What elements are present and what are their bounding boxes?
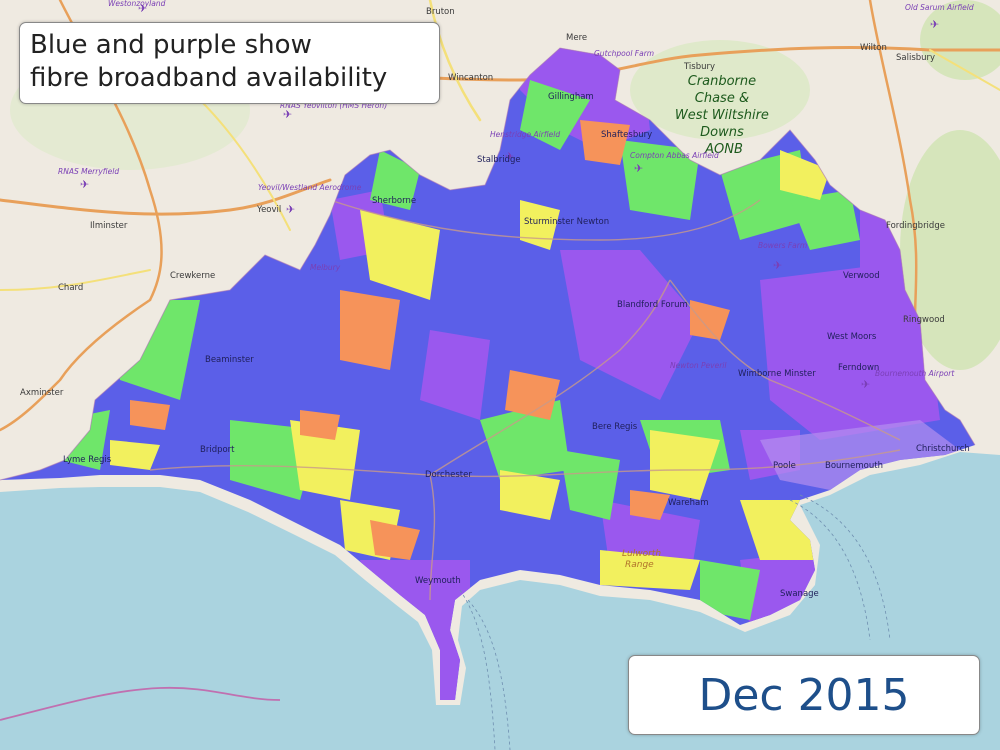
svg-text:✈: ✈ <box>286 203 295 216</box>
place-label: Gillingham <box>548 92 594 102</box>
place-label: Bruton <box>426 7 455 17</box>
svg-text:✈: ✈ <box>80 178 89 191</box>
place-label: Compton Abbas Airfield <box>630 151 719 160</box>
place-label: Weymouth <box>415 576 461 586</box>
place-label: Melbury <box>310 263 341 272</box>
place-label: Gutchpool Farm <box>594 49 654 58</box>
place-label: Old Sarum Airfield <box>905 3 974 12</box>
place-label: Sherborne <box>372 196 416 206</box>
place-label: Wareham <box>668 498 708 508</box>
park-area <box>900 130 1000 370</box>
place-label: Newton Peveril <box>670 361 727 370</box>
place-label: Wimborne Minster <box>738 369 816 379</box>
place-label: West Moors <box>827 332 877 342</box>
place-label: Henstridge Airfield <box>490 130 560 139</box>
aonb-label: Cranborne Chase & West Wiltshire Downs A… <box>675 74 773 157</box>
place-label: Shaftesbury <box>601 130 652 140</box>
svg-text:✈: ✈ <box>930 18 939 31</box>
map-caption: Blue and purple show fibre broadband ava… <box>19 22 440 104</box>
place-label: Dorchester <box>425 470 472 480</box>
place-label: Salisbury <box>896 53 935 63</box>
place-label: Chard <box>58 283 83 293</box>
place-label: Ferndown <box>838 363 879 373</box>
place-label: Verwood <box>843 271 880 281</box>
place-label: Yeovil/Westland Aerodrome <box>258 183 362 192</box>
place-label: Wincanton <box>448 73 493 83</box>
place-label: Swanage <box>780 589 819 599</box>
place-label: Fordingbridge <box>886 221 945 231</box>
caption-line: Blue and purple show <box>30 30 312 60</box>
place-label: Yeovil <box>256 205 281 215</box>
place-label: Stalbridge <box>477 155 521 165</box>
range-label: Lulworth Range <box>622 549 664 570</box>
date-text: Dec 2015 <box>698 669 910 721</box>
caption-line: fibre broadband availability <box>30 63 388 93</box>
place-labels: Westonzoyland Bruton Mere Gutchpool Farm… <box>20 0 974 599</box>
place-label: Tisbury <box>683 62 715 72</box>
place-label: Sturminster Newton <box>524 217 609 227</box>
park-area <box>920 0 1000 80</box>
airfield-icon: ✈ ✈ ✈ ✈ ✈ ✈ ✈ ✈ ✈ <box>80 2 939 391</box>
place-label: Bere Regis <box>592 422 638 432</box>
place-label: Bournemouth Airport <box>875 369 955 378</box>
place-label: Blandford Forum <box>617 300 688 310</box>
date-label: Dec 2015 <box>628 655 980 735</box>
ferry-routes <box>459 494 891 750</box>
place-label: Bowers Farm <box>758 241 807 250</box>
place-label: Bournemouth <box>825 461 883 471</box>
svg-text:✈: ✈ <box>138 2 147 15</box>
place-label: Axminster <box>20 388 64 398</box>
place-label: Beaminster <box>205 355 254 365</box>
svg-text:✈: ✈ <box>283 108 292 121</box>
place-label: RNAS Merryfield <box>58 167 119 176</box>
svg-text:✈: ✈ <box>861 378 870 391</box>
place-label: Crewkerne <box>170 271 215 281</box>
place-label: Ringwood <box>903 315 945 325</box>
place-label: Bridport <box>200 445 235 455</box>
place-label: Poole <box>773 461 796 471</box>
place-label: Ilminster <box>90 221 128 231</box>
county-boundary <box>0 47 976 481</box>
place-label: Christchurch <box>916 444 970 454</box>
boundary-line <box>0 686 281 721</box>
park-area <box>630 40 810 140</box>
place-label: Mere <box>566 33 587 43</box>
place-label: RNAS Yeovilton (HMS Heron) <box>280 101 387 110</box>
svg-text:✈: ✈ <box>773 259 782 272</box>
svg-text:✈: ✈ <box>505 150 514 163</box>
place-label: Wilton <box>860 43 887 53</box>
svg-text:✈: ✈ <box>634 162 643 175</box>
place-label: Westonzoyland <box>108 0 166 8</box>
place-label: Lyme Regis <box>63 455 112 465</box>
